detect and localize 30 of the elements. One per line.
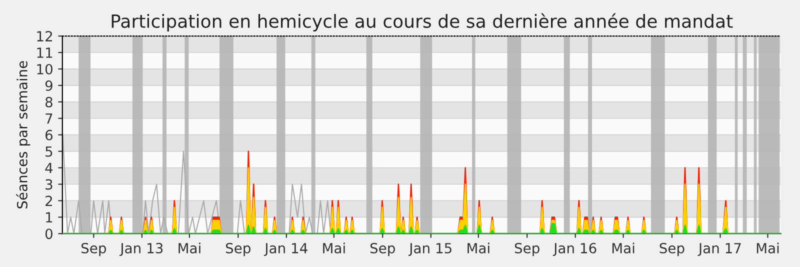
y-tick-label: 5 — [46, 146, 52, 157]
y-tick-label: 7 — [46, 114, 52, 124]
y-tick-label: 6 — [46, 130, 52, 140]
x-tick-label: Sep — [514, 242, 540, 256]
chart-title: Participation en hemicycle au cours de sa dernière année de mandat — [112, 13, 733, 32]
x-tick-label: Jan 15 — [408, 243, 452, 256]
x-tick-label: Jan 14 — [264, 243, 308, 256]
x-tick-label: Jan 16 — [552, 242, 596, 256]
x-tick-label: Sep — [81, 242, 106, 256]
y-tick-label: 12 — [37, 31, 52, 42]
x-tick-label: Mai — [468, 242, 490, 254]
x-tick-label: Jan 13 — [119, 242, 163, 256]
y-tick-label: 1 — [46, 212, 52, 222]
x-tick-label: Jan 17 — [698, 243, 741, 256]
y-tick-label: 3 — [46, 179, 52, 190]
y-tick-label: 2 — [46, 196, 52, 206]
x-tick-label: Mai — [323, 242, 345, 254]
y-tick-label: 4 — [45, 162, 53, 174]
y-tick-label: 0 — [45, 228, 52, 240]
x-tick-label: Mai — [756, 242, 779, 254]
x-tick-label: Sep — [226, 242, 250, 256]
y-axis-title: Séances par semaine — [16, 61, 30, 208]
y-tick-label: 11 — [37, 48, 52, 58]
y-tick-label: 10 — [37, 64, 52, 74]
x-tick-label: Mai — [178, 242, 200, 254]
y-tick-label: 9 — [45, 80, 52, 91]
x-tick-label: Sep — [660, 242, 684, 256]
x-tick-label: Mai — [612, 242, 634, 254]
y-tick-label: 8 — [45, 96, 52, 108]
x-tick-label: Sep — [370, 242, 395, 256]
